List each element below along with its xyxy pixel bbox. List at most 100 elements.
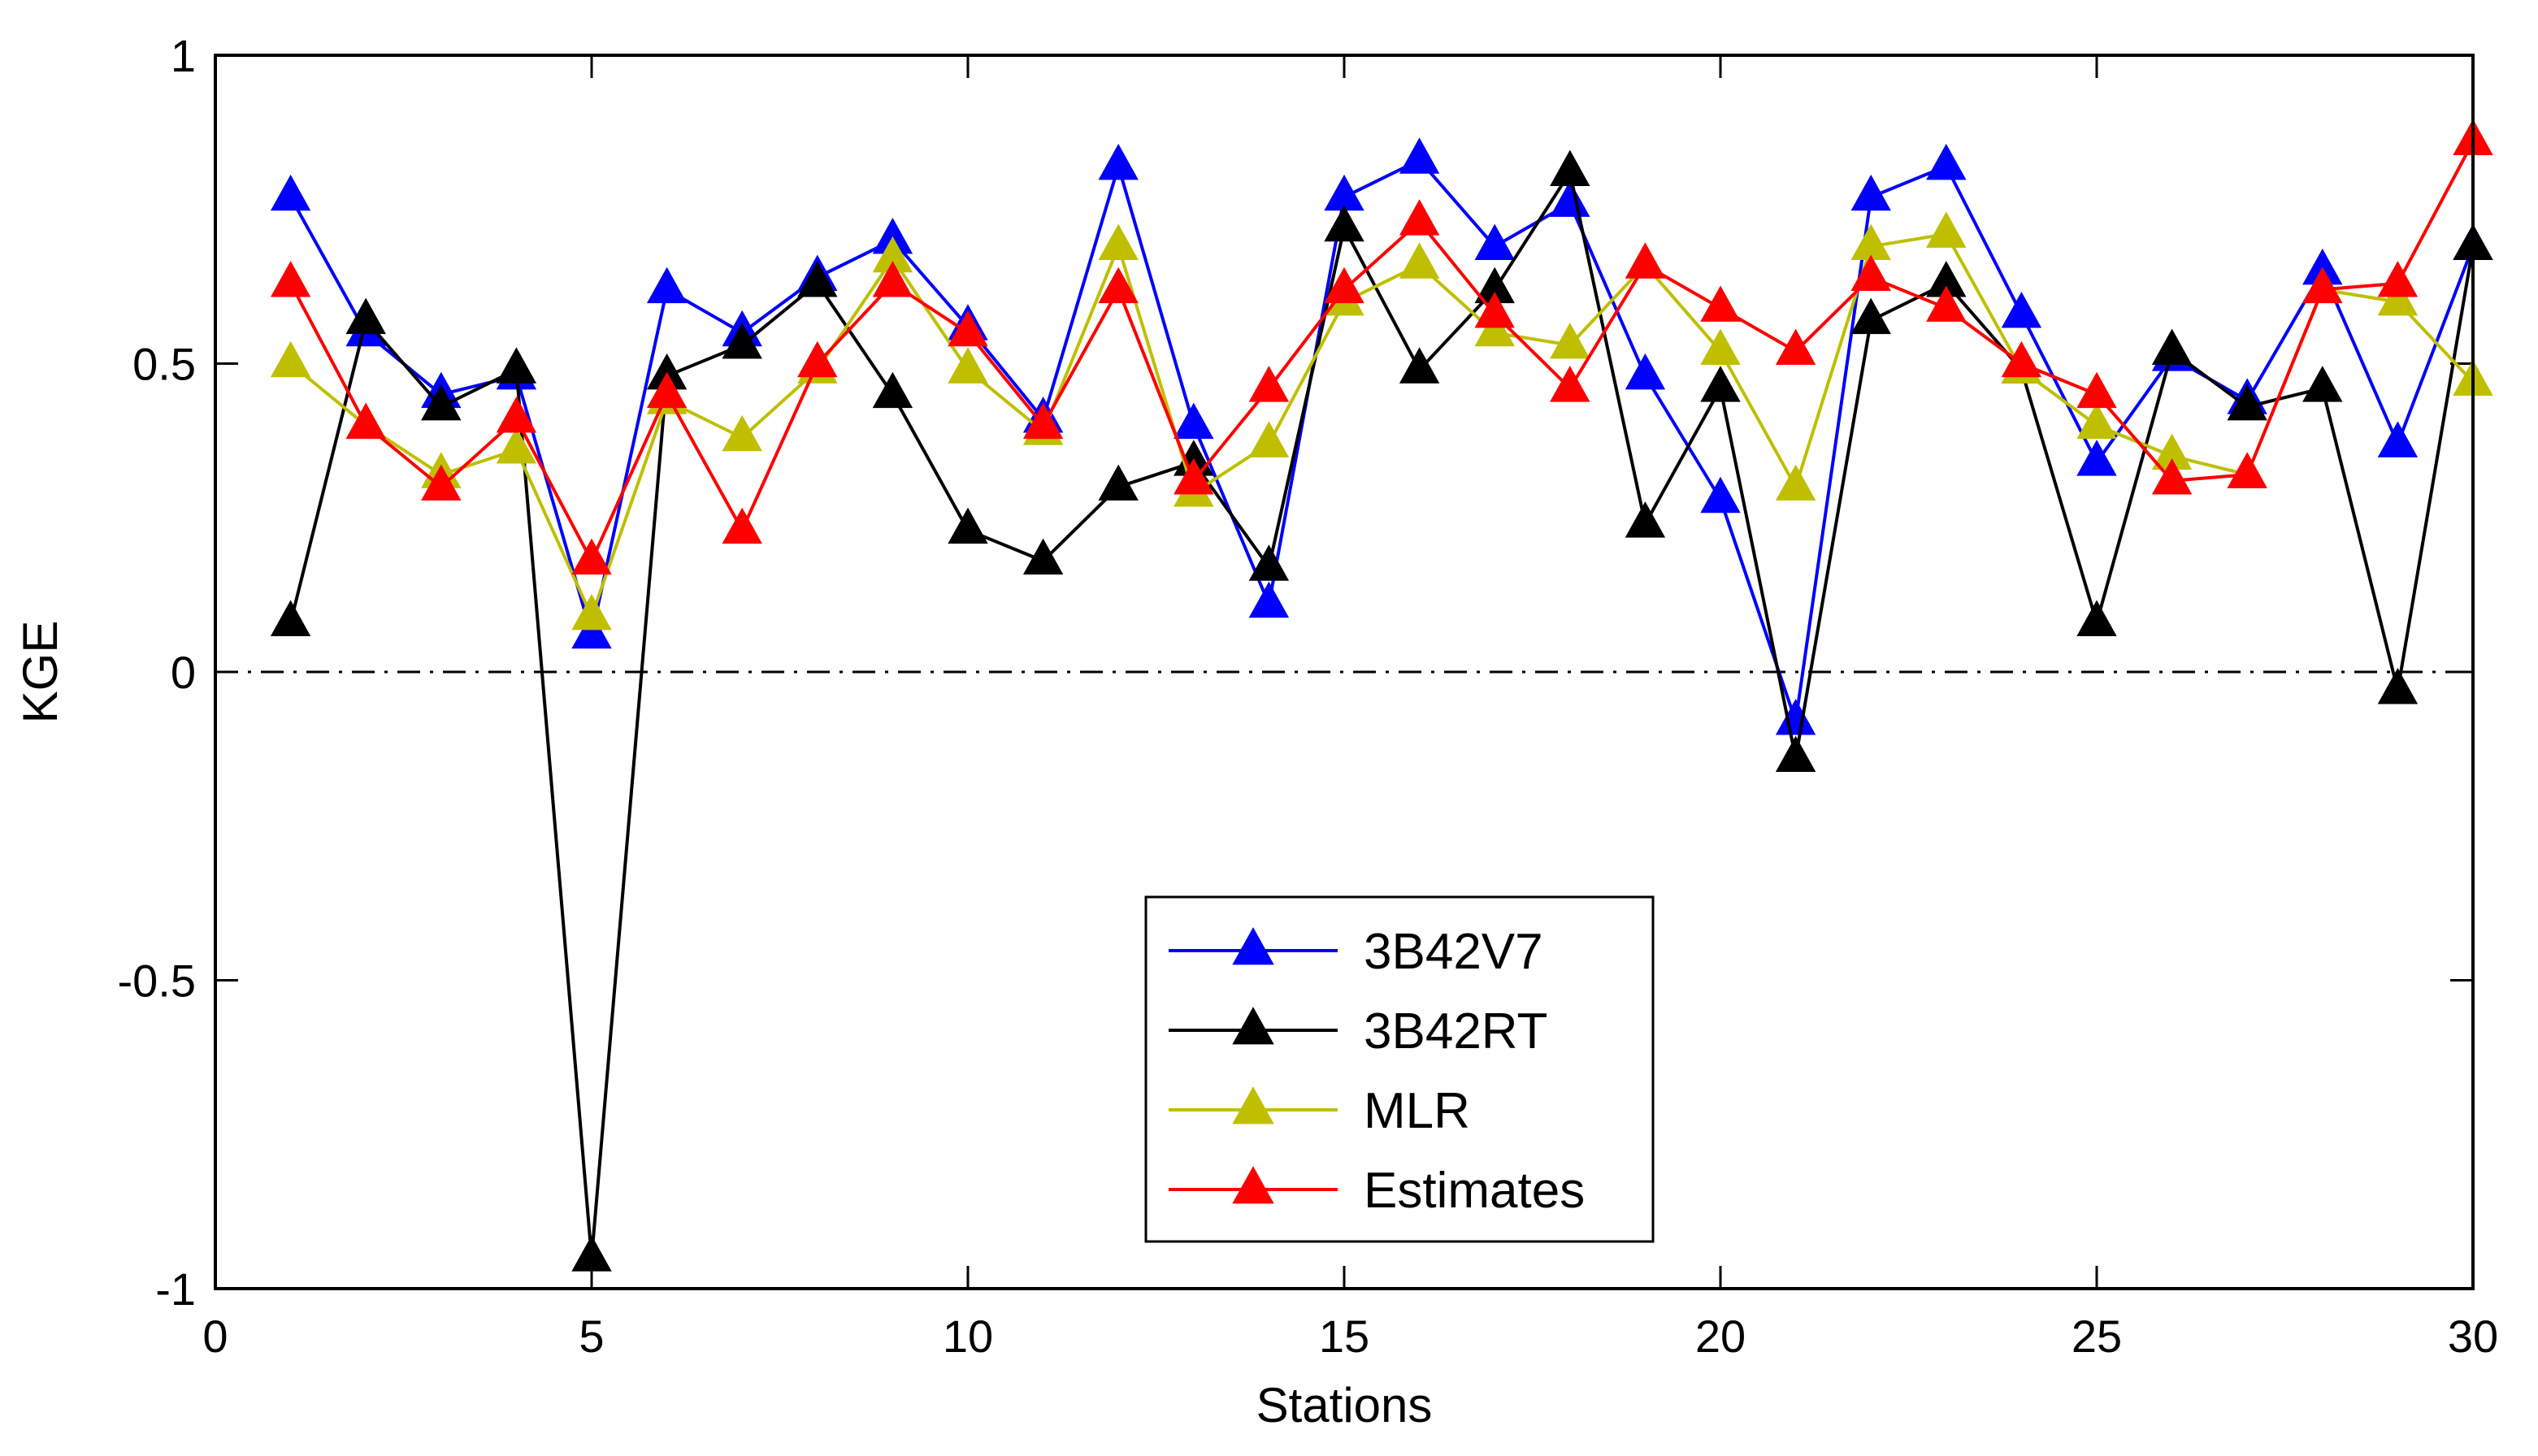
data-point-3b42rt xyxy=(1324,205,1364,242)
x-axis-label: Stations xyxy=(1256,1378,1433,1432)
data-point-3b42rt xyxy=(1625,501,1666,538)
data-point-estimates xyxy=(1926,285,1967,322)
data-point-estimates xyxy=(1174,457,1214,495)
data-point-estimates xyxy=(646,371,688,409)
data-point-3b42rt xyxy=(2151,328,2193,366)
y-tick-label: 1 xyxy=(171,30,196,81)
legend-label-3b42v7: 3B42V7 xyxy=(1364,924,1543,980)
data-point-3b42rt xyxy=(2377,668,2419,704)
data-point-3b42rt xyxy=(345,297,386,335)
data-point-estimates xyxy=(2302,266,2343,304)
x-tick-label: 20 xyxy=(1695,1311,1746,1362)
x-tick-label: 30 xyxy=(2448,1311,2498,1362)
data-point-mlr xyxy=(1098,223,1139,261)
data-point-3b42v7 xyxy=(2377,421,2419,457)
data-point-3b42rt xyxy=(496,347,537,384)
data-point-estimates xyxy=(496,396,537,433)
data-point-mlr xyxy=(722,414,762,452)
data-point-3b42v7 xyxy=(646,266,688,304)
data-point-mlr xyxy=(1399,242,1440,279)
legend-box xyxy=(1144,895,1655,1243)
data-point-3b42rt xyxy=(2076,600,2117,637)
data-point-estimates xyxy=(1850,254,1891,291)
data-point-3b42v7 xyxy=(1098,143,1139,180)
data-point-estimates xyxy=(1022,402,1064,440)
data-point-mlr xyxy=(1550,323,1590,359)
data-point-mlr xyxy=(1474,310,1515,347)
data-point-3b42rt xyxy=(421,384,462,421)
data-point-3b42rt xyxy=(1550,150,1590,186)
legend-marker-mlr xyxy=(1232,1086,1274,1124)
data-point-3b42v7 xyxy=(1550,180,1590,217)
data-point-estimates xyxy=(2227,452,2267,488)
x-tick-label: 5 xyxy=(579,1311,604,1362)
legend-label-estimates: Estimates xyxy=(1364,1163,1585,1219)
data-point-3b42v7 xyxy=(1700,476,1741,514)
data-point-estimates xyxy=(1775,328,1816,366)
data-point-estimates xyxy=(421,464,462,501)
series-estimates xyxy=(270,119,2493,575)
data-point-3b42rt xyxy=(1399,347,1440,384)
y-tick-label: -1 xyxy=(155,1263,196,1315)
data-point-3b42rt xyxy=(1248,544,1290,581)
legend-label-3b42rt: 3B42RT xyxy=(1364,1003,1547,1060)
series-line-3b42rt xyxy=(289,171,2475,1260)
x-tick-label: 25 xyxy=(2072,1311,2122,1362)
data-point-3b42rt xyxy=(1700,366,1741,402)
data-point-estimates xyxy=(1550,366,1590,402)
data-point-estimates xyxy=(1324,266,1364,304)
y-axis-label: KGE xyxy=(13,621,67,724)
data-point-estimates xyxy=(1098,266,1139,304)
data-point-3b42rt xyxy=(571,1235,612,1272)
data-point-mlr xyxy=(1700,328,1741,366)
data-point-estimates xyxy=(2151,457,2193,495)
legend-marker-3b42rt xyxy=(1232,1007,1274,1045)
data-point-estimates xyxy=(270,261,311,297)
data-point-mlr xyxy=(571,593,612,630)
data-point-3b42v7 xyxy=(270,174,311,211)
data-point-3b42rt xyxy=(872,371,913,409)
data-point-3b42v7 xyxy=(1474,223,1515,261)
data-point-mlr xyxy=(2076,402,2117,440)
data-point-3b42rt xyxy=(2227,384,2267,421)
x-tick-label: 0 xyxy=(202,1311,228,1362)
data-point-3b42rt xyxy=(1850,297,1891,335)
data-point-estimates xyxy=(2076,371,2117,409)
data-point-3b42v7 xyxy=(1174,402,1214,440)
data-point-3b42v7 xyxy=(1926,143,1967,180)
data-point-3b42rt xyxy=(1098,464,1139,501)
plot-frame xyxy=(214,54,2475,1290)
legend-label-mlr: MLR xyxy=(1364,1083,1470,1139)
data-point-3b42rt xyxy=(722,323,762,359)
legend-marker-3b42v7 xyxy=(1232,927,1274,965)
data-point-3b42v7 xyxy=(1399,137,1440,174)
data-point-estimates xyxy=(1399,199,1440,236)
data-point-3b42rt xyxy=(270,600,311,637)
y-tick-label: 0 xyxy=(171,647,196,698)
series-3b42rt xyxy=(270,150,2493,1272)
data-point-estimates xyxy=(1625,242,1666,279)
legend: 3B42V7 3B42RT MLR Estimates xyxy=(1144,895,1655,1243)
data-point-3b42v7 xyxy=(1625,353,1666,390)
data-point-estimates xyxy=(1248,366,1290,402)
x-tick-label: 15 xyxy=(1319,1311,1369,1362)
data-point-mlr xyxy=(496,427,537,464)
data-point-estimates xyxy=(2001,340,2042,378)
data-point-mlr xyxy=(1775,464,1816,501)
data-point-mlr xyxy=(1248,421,1290,457)
data-point-mlr xyxy=(948,347,988,384)
data-point-3b42rt xyxy=(797,261,838,297)
data-point-3b42v7 xyxy=(1850,174,1891,211)
data-point-3b42v7 xyxy=(2001,292,2042,328)
y-tick-label: 0.5 xyxy=(132,339,196,390)
data-point-3b42rt xyxy=(1022,538,1064,575)
data-point-3b42v7 xyxy=(571,612,612,649)
data-point-estimates xyxy=(722,507,762,544)
data-point-estimates xyxy=(797,340,838,378)
series-line-3b42v7 xyxy=(289,158,2475,723)
x-tick-label: 10 xyxy=(943,1311,993,1362)
series-line-estimates xyxy=(289,141,2475,563)
data-point-3b42v7 xyxy=(1248,581,1290,618)
series-layer xyxy=(270,119,2493,1272)
data-point-estimates xyxy=(948,310,988,347)
